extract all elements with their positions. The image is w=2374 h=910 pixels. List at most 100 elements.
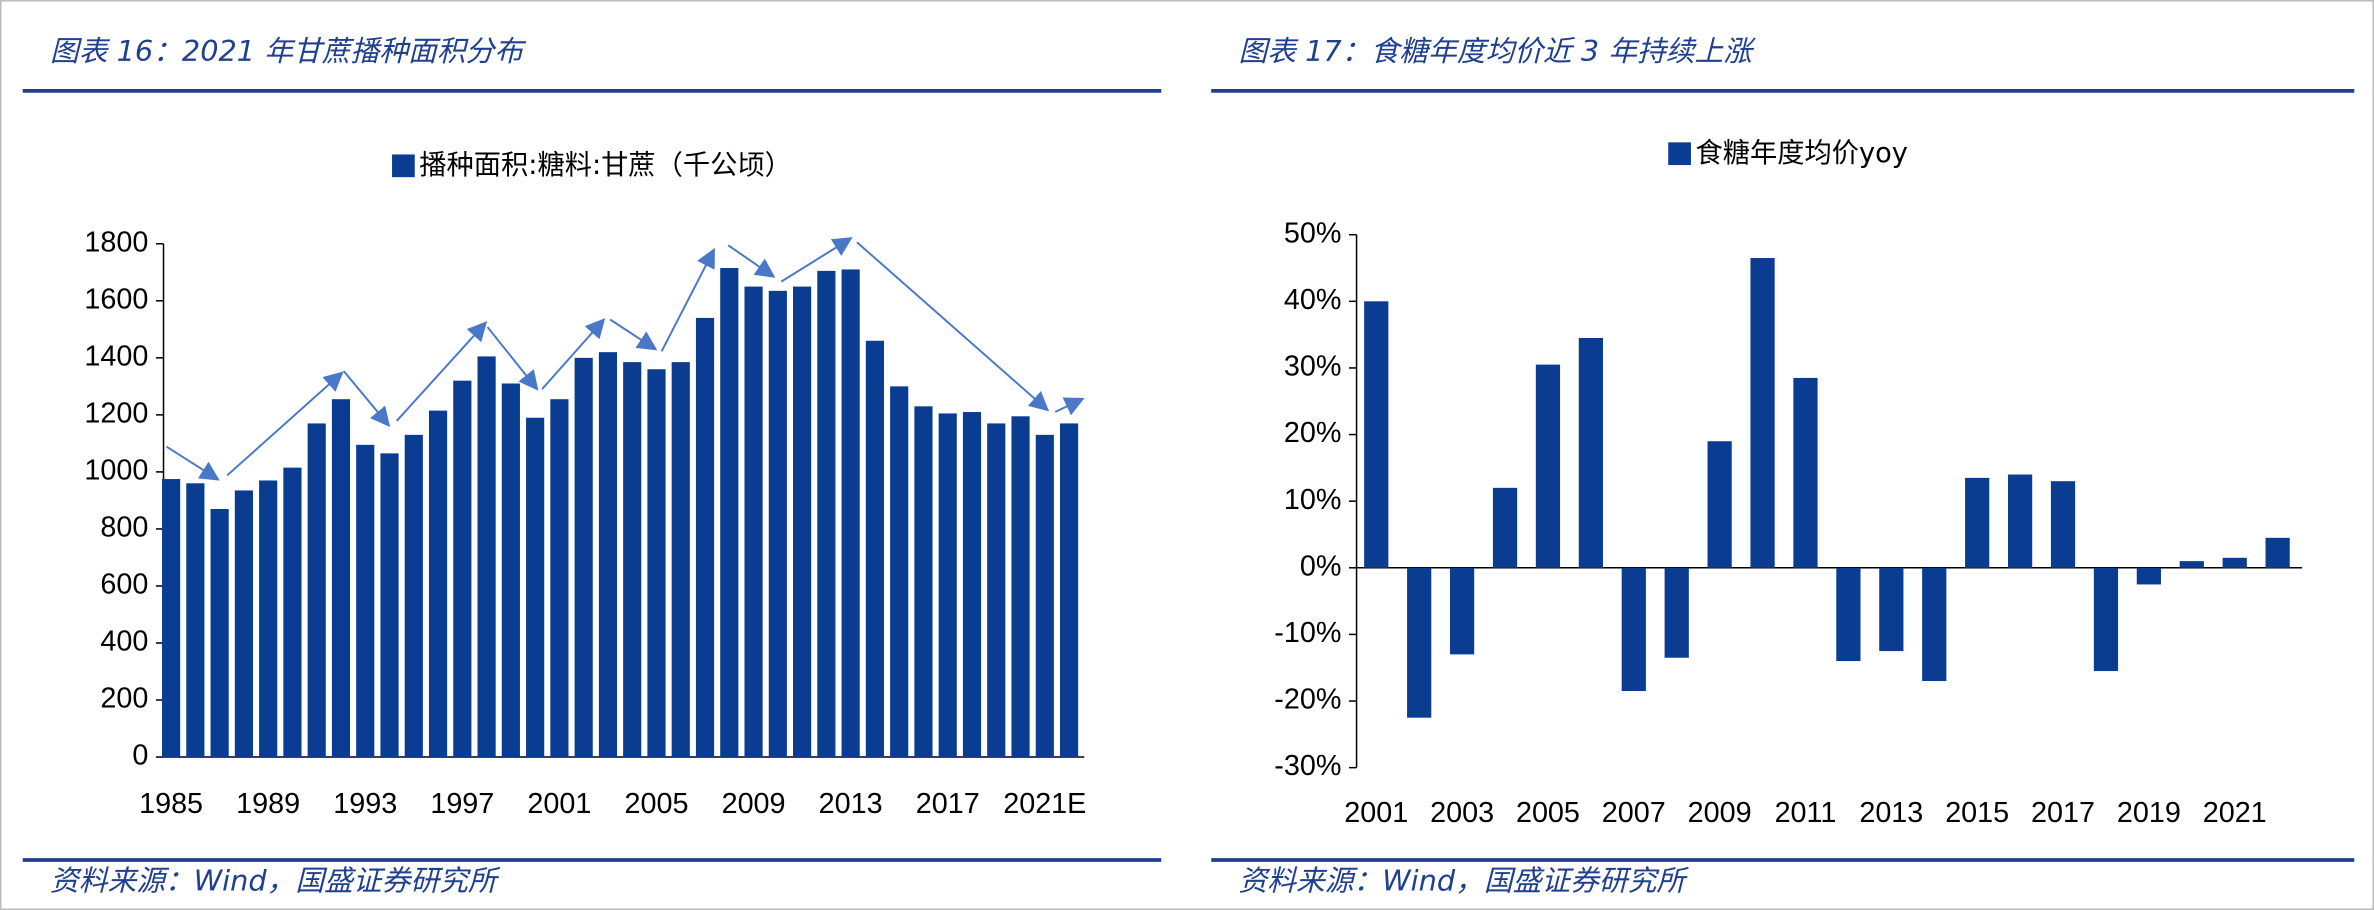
bar	[1035, 434, 1054, 758]
y-tick-label: 400	[100, 626, 148, 658]
bar	[865, 340, 884, 758]
x-tick-label: 2015	[1945, 797, 2009, 829]
y-tick-label: 40%	[1284, 284, 1342, 316]
y-tick-label: 1600	[84, 283, 148, 315]
bar	[768, 290, 787, 758]
header-right: 图表 17：食糖年度均价近 3 年持续上涨	[1238, 34, 1756, 68]
bar	[890, 386, 909, 758]
bar	[283, 467, 302, 758]
y-tick-label: -10%	[1274, 617, 1341, 649]
x-tick-label: 2005	[1516, 797, 1580, 829]
bar	[1879, 567, 1904, 652]
bar	[695, 317, 715, 758]
x-tick-label: 2017	[2031, 797, 2095, 829]
x-tick-label: 2001	[1344, 797, 1408, 829]
source-left: 资料来源：Wind，国盛证券研究所	[50, 864, 501, 898]
bar	[2136, 567, 2161, 585]
y-tick-label: 1400	[84, 340, 148, 372]
bar	[647, 369, 666, 758]
bar	[1664, 567, 1689, 658]
x-tick-label: 2007	[1602, 797, 1666, 829]
y-tick-label: 30%	[1284, 351, 1342, 383]
bar	[1492, 487, 1518, 568]
x-tick-label: 2017	[916, 788, 980, 820]
bar	[162, 479, 181, 758]
legend-label: 播种面积:糖料:甘蔗（千公顷）	[419, 150, 792, 181]
y-tick-label: 800	[100, 512, 148, 544]
y-tick-label: 1200	[84, 397, 148, 429]
x-tick-label: 1997	[430, 788, 494, 820]
y-tick-label: 1800	[84, 226, 148, 258]
bar	[914, 406, 933, 758]
bar	[574, 357, 593, 758]
bar	[1621, 567, 1646, 692]
bar	[526, 417, 545, 758]
x-tick-label: 2021E	[1003, 788, 1086, 820]
trend-arrows	[166, 237, 1085, 481]
x-tick-label: 2001	[527, 788, 591, 820]
source-right: 资料来源：Wind，国盛证券研究所	[1238, 864, 1689, 898]
x-tick-label: 2011	[1775, 797, 1837, 829]
bar	[1922, 567, 1947, 682]
y-tick-label: 1000	[84, 455, 148, 487]
bar	[380, 453, 399, 758]
bar	[453, 380, 472, 758]
x-tick-label: 2019	[2117, 797, 2181, 829]
bar	[720, 268, 739, 758]
y-tick-label: 50%	[1284, 217, 1342, 249]
x-tick-label: 1989	[236, 788, 300, 820]
bar	[1059, 423, 1079, 758]
header-left: 图表 16：2021 年甘蔗播种面积分布	[50, 34, 526, 68]
bar	[1535, 364, 1561, 568]
y-tick-label: -30%	[1274, 750, 1341, 782]
legend-swatch	[392, 154, 415, 178]
x-tick-label: 2021	[2203, 797, 2267, 829]
x-tick-label: 1993	[333, 788, 397, 820]
bar	[1364, 301, 1389, 568]
bar	[307, 423, 326, 758]
bar	[1707, 441, 1732, 568]
bar	[1836, 567, 1861, 662]
y-tick-label: 10%	[1284, 484, 1342, 516]
y-tick-label: 200	[100, 683, 148, 715]
x-tick-label: 2003	[1430, 797, 1494, 829]
bar	[259, 480, 278, 758]
bar	[744, 286, 763, 758]
bar	[1750, 258, 1775, 568]
bar	[2222, 557, 2247, 568]
bar	[1407, 567, 1432, 718]
bar	[210, 508, 229, 758]
y-tick-label: -20%	[1274, 684, 1341, 716]
bar	[2050, 481, 2076, 568]
bar	[817, 270, 836, 758]
bar	[477, 356, 496, 758]
x-tick-label: 2005	[624, 788, 688, 820]
bar	[671, 362, 690, 758]
bar	[1011, 416, 1030, 758]
y-tick-label: 0	[132, 740, 148, 772]
bar	[2007, 474, 2033, 568]
bar	[623, 362, 642, 758]
x-tick-label: 2013	[1859, 797, 1923, 829]
legend-label: 食糖年度均价yoy	[1695, 138, 1907, 169]
bar	[962, 412, 982, 758]
y-tick-label: 600	[100, 569, 148, 601]
y-tick-label: 20%	[1284, 417, 1342, 449]
x-tick-label: 2013	[819, 788, 883, 820]
bar	[501, 383, 520, 758]
bar	[356, 444, 375, 758]
bar	[2093, 567, 2119, 672]
bar	[428, 410, 448, 758]
x-tick-label: 2009	[1688, 797, 1752, 829]
bar	[598, 352, 618, 758]
bar	[550, 399, 569, 758]
bar	[938, 413, 957, 758]
bar	[186, 483, 205, 758]
bar	[2179, 561, 2204, 568]
bar	[1449, 567, 1475, 655]
bar	[1793, 377, 1818, 568]
bar	[987, 423, 1006, 758]
y-tick-label: 0%	[1300, 550, 1342, 582]
bar	[841, 269, 860, 758]
